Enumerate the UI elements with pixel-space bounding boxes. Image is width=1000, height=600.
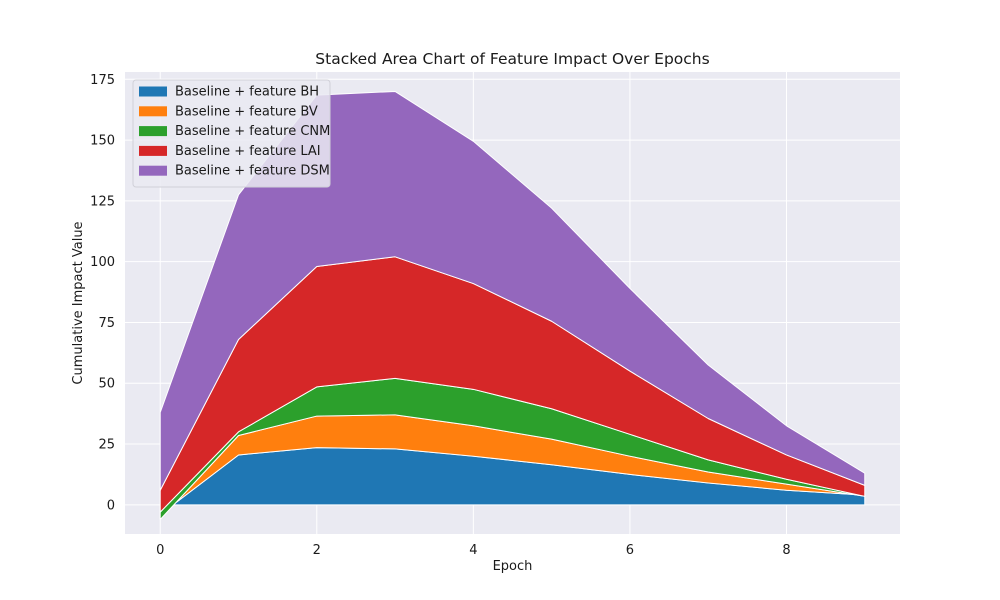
legend-box [132, 79, 331, 188]
chart-title: Stacked Area Chart of Feature Impact Ove… [315, 50, 709, 68]
legend-entry-label: Baseline + feature BH [175, 85, 319, 100]
y-tick-label: 50 [98, 377, 115, 392]
legend: Baseline + feature BH Baseline + feature … [132, 79, 331, 188]
legend-swatch [139, 165, 167, 176]
x-tick-labels: 0 2 4 6 8 [156, 543, 791, 558]
legend-entry-label: Baseline + feature CNM [175, 124, 330, 139]
y-tick-label: 175 [90, 73, 115, 88]
y-tick-label: 125 [90, 194, 115, 209]
y-tick-label: 150 [90, 134, 115, 149]
x-axis-label: Epoch [493, 559, 533, 574]
legend-swatch [139, 145, 167, 156]
x-tick-label: 4 [469, 543, 477, 558]
x-tick-label: 6 [626, 543, 634, 558]
legend-swatch [139, 106, 167, 117]
legend-swatch [139, 86, 167, 97]
area-baseline-feature-dsm [159, 90, 866, 491]
y-tick-label: 100 [90, 255, 115, 270]
x-tick-label: 2 [313, 543, 321, 558]
y-tick-label: 0 [107, 498, 115, 513]
x-tick-label: 0 [156, 543, 164, 558]
y-tick-label: 25 [98, 438, 115, 453]
y-tick-labels: 0 25 50 75 100 125 150 175 [90, 73, 115, 514]
legend-entry-label: Baseline + feature DSM [175, 164, 330, 179]
legend-entry-label: Baseline + feature BV [175, 104, 318, 119]
area-series [159, 90, 866, 520]
y-tick-label: 75 [98, 316, 115, 331]
y-axis-label: Cumulative Impact Value [71, 221, 86, 384]
legend-swatch [139, 126, 167, 137]
x-tick-label: 8 [782, 543, 790, 558]
legend-entry-label: Baseline + feature LAI [175, 144, 321, 159]
